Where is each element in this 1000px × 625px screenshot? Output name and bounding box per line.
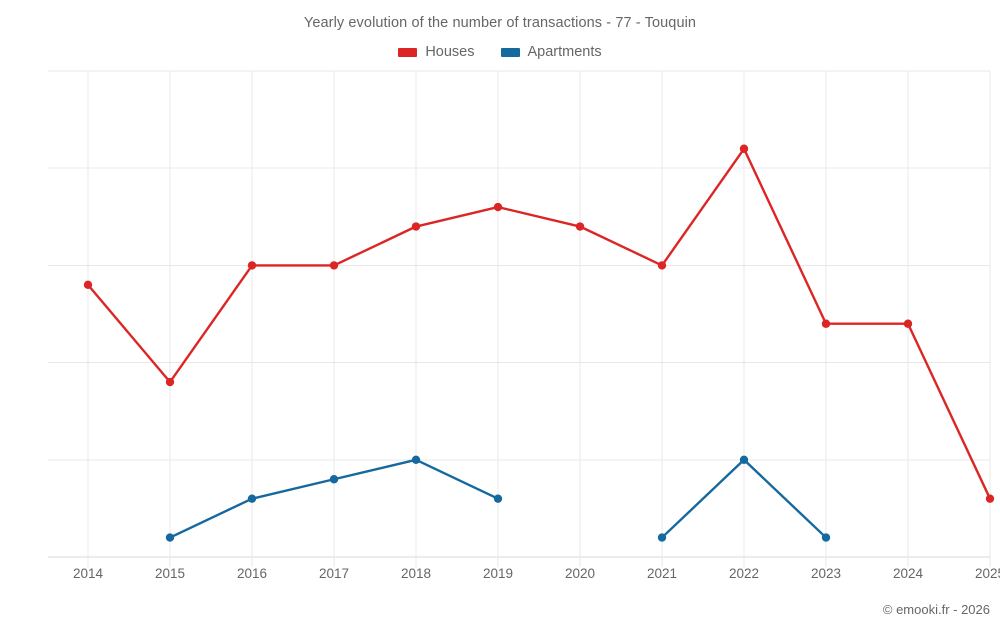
- data-point[interactable]: [657, 533, 667, 542]
- plot-svg: [48, 70, 995, 567]
- footer-credit: © emooki.fr - 2026: [882, 602, 990, 617]
- x-tick-label: 2014: [72, 566, 104, 581]
- data-point[interactable]: [493, 202, 503, 212]
- data-point[interactable]: [165, 533, 175, 542]
- legend-item-apartments[interactable]: Apartments: [500, 44, 602, 60]
- data-point[interactable]: [821, 533, 831, 542]
- data-point[interactable]: [657, 261, 667, 270]
- data-point[interactable]: [411, 222, 421, 231]
- legend-item-houses[interactable]: Houses: [398, 44, 475, 60]
- legend-label-apartments: Apartments: [527, 44, 602, 60]
- data-point[interactable]: [329, 475, 339, 484]
- data-point[interactable]: [329, 261, 339, 270]
- data-point[interactable]: [985, 494, 995, 503]
- x-tick-label: 2015: [154, 566, 186, 581]
- legend-label-houses: Houses: [425, 44, 475, 60]
- data-point[interactable]: [83, 280, 93, 290]
- data-point[interactable]: [739, 144, 749, 153]
- x-tick-label: 2018: [400, 566, 432, 581]
- x-tick-label: 2017: [318, 566, 350, 581]
- chart-legend: Houses Apartments: [0, 44, 1000, 60]
- data-point[interactable]: [739, 455, 749, 464]
- x-tick-label: 2023: [810, 566, 842, 581]
- data-point[interactable]: [903, 319, 913, 328]
- x-tick-label: 2019: [482, 566, 514, 581]
- chart-title: Yearly evolution of the number of transa…: [303, 15, 697, 31]
- plot-area: [48, 70, 995, 567]
- x-tick-label: 2016: [236, 566, 268, 581]
- data-point[interactable]: [247, 261, 257, 270]
- x-tick-label: 2021: [646, 566, 678, 581]
- legend-swatch-houses: [398, 47, 418, 57]
- data-point[interactable]: [247, 494, 257, 503]
- data-point[interactable]: [165, 377, 175, 387]
- data-point[interactable]: [575, 222, 585, 231]
- data-point[interactable]: [821, 319, 831, 328]
- data-point[interactable]: [493, 494, 503, 503]
- x-tick-label: 2025: [974, 566, 1000, 581]
- data-point[interactable]: [411, 455, 421, 464]
- x-tick-label: 2022: [728, 566, 760, 581]
- x-tick-label: 2024: [892, 566, 924, 581]
- x-tick-label: 2020: [564, 566, 596, 581]
- legend-swatch-apartments: [500, 47, 520, 57]
